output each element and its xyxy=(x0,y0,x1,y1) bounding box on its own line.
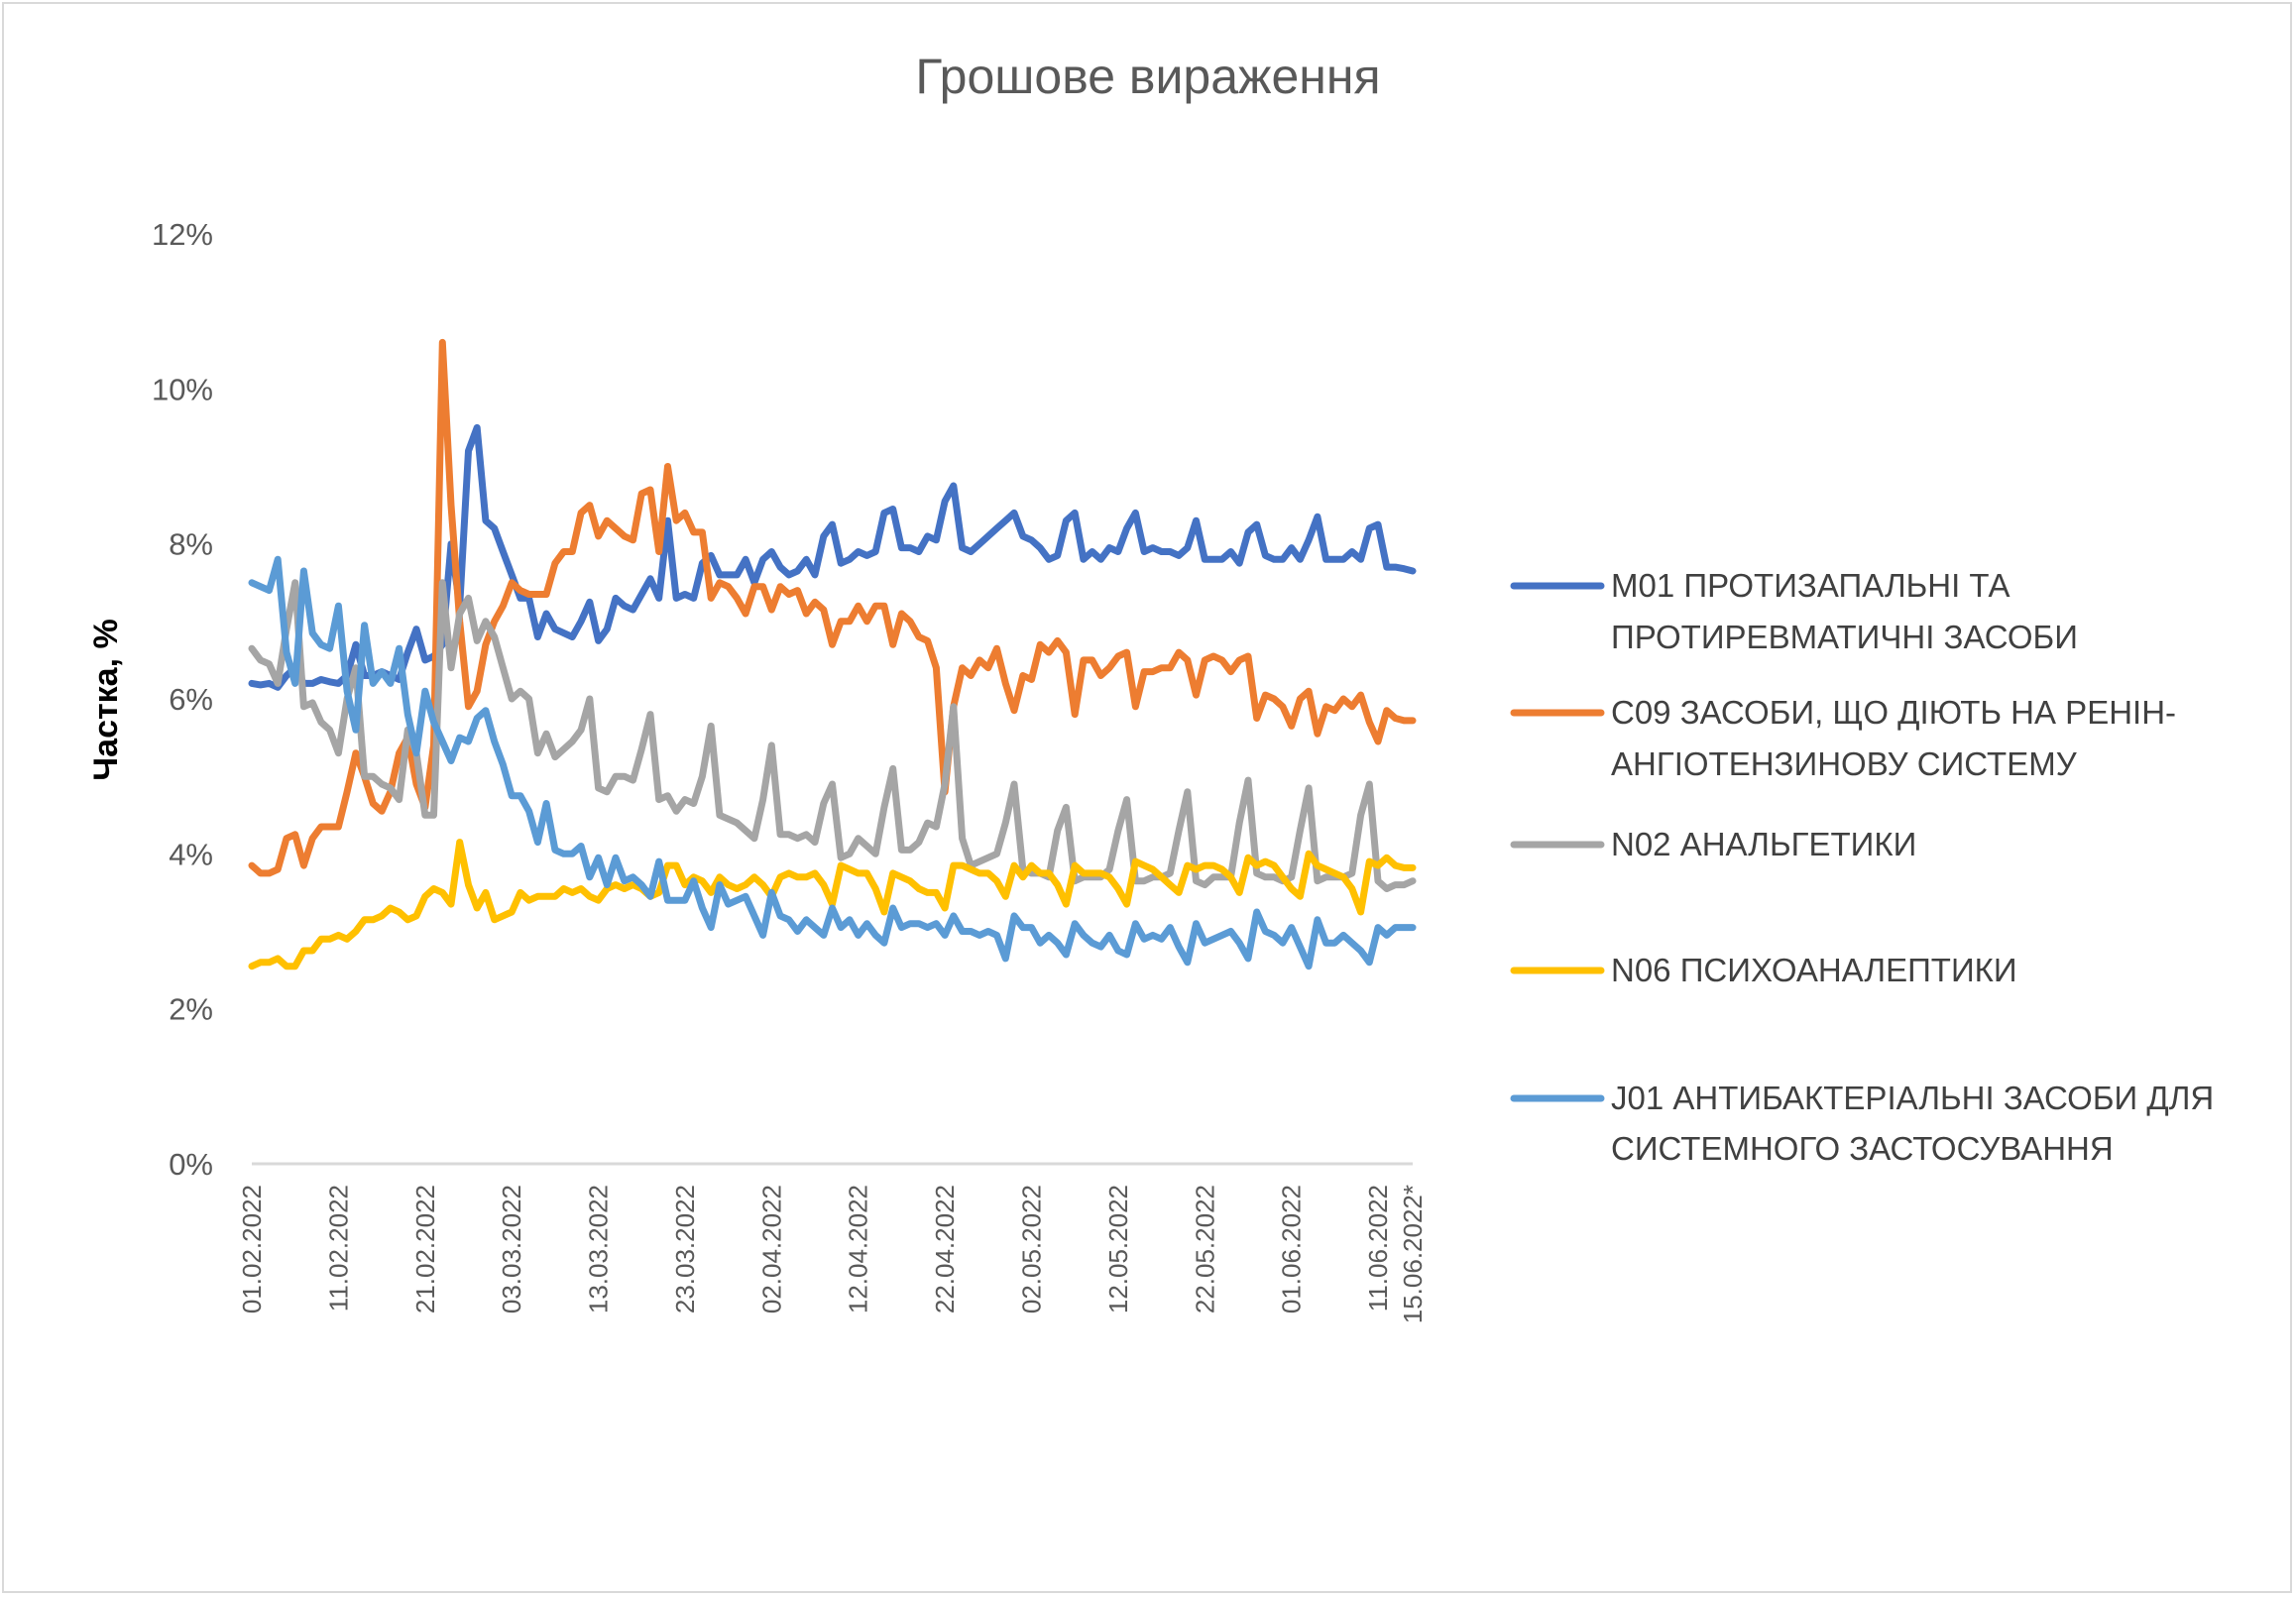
y-tick-label: 0% xyxy=(169,1147,213,1182)
x-tick-label: 03.03.2022 xyxy=(497,1185,526,1313)
series-lines xyxy=(248,338,1417,970)
x-tick-label: 02.05.2022 xyxy=(1016,1185,1046,1313)
x-tick-label: 13.03.2022 xyxy=(584,1185,614,1313)
legend-item-m01: M01 ПРОТИЗАПАЛЬНІ ТА ПРОТИРЕВМАТИЧНІ ЗАСО… xyxy=(1510,567,2078,655)
legend-label: J01 АНТИБАКТЕРІАЛЬНІ ЗАСОБИ ДЛЯ xyxy=(1611,1080,2214,1116)
x-tick-label: 11.02.2022 xyxy=(323,1185,353,1312)
x-tick-label: 22.04.2022 xyxy=(930,1185,960,1313)
series-line-c09 xyxy=(248,338,1417,877)
y-axis-title: Частка, % xyxy=(87,619,125,780)
x-tick-label: 01.06.2022 xyxy=(1277,1185,1307,1313)
y-tick-label: 12% xyxy=(152,217,213,252)
y-tick-label: 8% xyxy=(169,527,213,562)
x-tick-label: 21.02.2022 xyxy=(410,1185,440,1313)
legend-label: СИСТЕМНОГО ЗАСТОСУВАННЯ xyxy=(1611,1130,2114,1167)
y-axis-ticks: 0% 2% 4% 6% 8% 10% 12% xyxy=(152,217,213,1182)
legend-label: C09 ЗАСОБИ, ЩО ДІЮТЬ НА РЕНІН- xyxy=(1611,694,2176,731)
series-line-n06 xyxy=(248,839,1417,970)
y-tick-label: 2% xyxy=(169,992,213,1027)
x-tick-label: 11.06.2022 xyxy=(1363,1185,1393,1312)
legend-item-n06: N06 ПСИХОАНАЛЕПТИКИ xyxy=(1510,952,2017,988)
x-axis-ticks: 01.02.2022 11.02.2022 21.02.2022 03.03.2022… xyxy=(237,1185,1428,1323)
y-tick-label: 4% xyxy=(169,837,213,871)
x-tick-label: 22.05.2022 xyxy=(1190,1185,1219,1313)
legend-label: АНГІОТЕНЗИНОВУ СИСТЕМУ xyxy=(1611,745,2078,782)
legend-label: ПРОТИРЕВМАТИЧНІ ЗАСОБИ xyxy=(1611,619,2078,655)
x-tick-label: 23.03.2022 xyxy=(670,1185,700,1313)
y-tick-label: 6% xyxy=(169,682,213,717)
x-tick-label: 15.06.2022* xyxy=(1398,1185,1428,1323)
legend-label: N02 АНАЛЬГЕТИКИ xyxy=(1611,826,1916,862)
legend-item-n02: N02 АНАЛЬГЕТИКИ xyxy=(1510,826,1916,862)
legend-item-j01: J01 АНТИБАКТЕРІАЛЬНІ ЗАСОБИ ДЛЯ СИСТЕМНОГ… xyxy=(1510,1080,2214,1167)
chart-title: Грошове вираження xyxy=(915,49,1380,104)
y-tick-label: 10% xyxy=(152,372,213,406)
x-tick-label: 12.05.2022 xyxy=(1103,1185,1133,1313)
series-line-j01 xyxy=(248,555,1417,970)
series-line-m01 xyxy=(248,423,1417,691)
legend-label: M01 ПРОТИЗАПАЛЬНІ ТА xyxy=(1611,567,2010,604)
legend-item-c09: C09 ЗАСОБИ, ЩО ДІЮТЬ НА РЕНІН- АНГІОТЕНЗИ… xyxy=(1510,694,2176,782)
series-line-n02 xyxy=(248,579,1417,892)
x-tick-label: 02.04.2022 xyxy=(756,1185,786,1313)
x-tick-label: 12.04.2022 xyxy=(844,1185,873,1313)
legend: M01 ПРОТИЗАПАЛЬНІ ТА ПРОТИРЕВМАТИЧНІ ЗАСО… xyxy=(1510,567,2214,1167)
legend-label: N06 ПСИХОАНАЛЕПТИКИ xyxy=(1611,952,2017,988)
x-tick-label: 01.02.2022 xyxy=(237,1185,267,1313)
